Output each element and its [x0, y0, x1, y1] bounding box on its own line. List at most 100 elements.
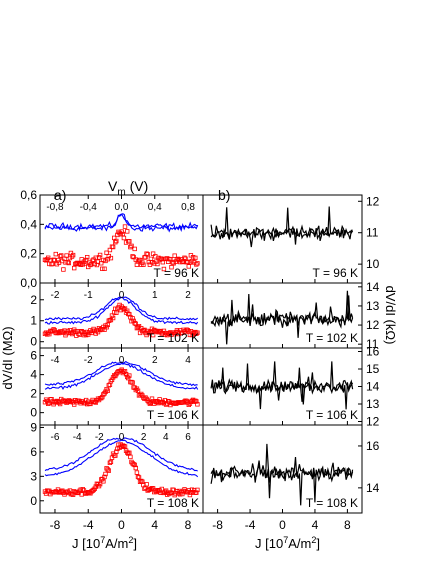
red-marker [127, 312, 132, 317]
black-curve [210, 295, 354, 345]
top-tick-label: -2 [95, 432, 104, 443]
top-tick-label: 6 [185, 432, 191, 443]
red-marker [103, 389, 108, 394]
red-marker [97, 481, 103, 487]
red-marker [145, 252, 150, 257]
panel-a-2: T = 102 K [42, 296, 200, 345]
y-tick-label: 13 [366, 397, 380, 411]
ylabel-right: dV/dI (kΩ) [383, 286, 398, 345]
black-curve [210, 372, 354, 410]
red-marker [195, 402, 200, 407]
red-marker [134, 470, 140, 475]
red-marker [125, 229, 130, 234]
y-tick-label: 15 [366, 362, 380, 376]
y-tick-label: 0,4 [20, 217, 37, 231]
y-tick-label: 11 [366, 337, 379, 351]
red-marker [155, 261, 160, 267]
y-tick-label: 14 [366, 280, 380, 294]
red-marker [180, 491, 185, 497]
top-axis-label: Vm (V) [108, 178, 148, 198]
x-tick-label: 8 [185, 518, 192, 532]
red-marker [114, 310, 119, 315]
red-marker [105, 467, 110, 472]
panel-a-label: a) [54, 187, 66, 203]
blue-curve [44, 296, 199, 325]
x-tick-label: -8 [212, 518, 223, 532]
red-marker [49, 261, 54, 267]
red-marker [104, 324, 109, 330]
red-marker [128, 244, 133, 250]
red-marker [107, 460, 113, 465]
y-tick-label: 10 [366, 257, 380, 271]
red-marker [142, 327, 147, 333]
red-marker [113, 239, 118, 245]
red-marker [102, 266, 107, 271]
red-marker [194, 262, 199, 267]
red-marker [83, 257, 89, 263]
red-marker [144, 251, 149, 256]
y-tick-label: 0 [30, 494, 37, 508]
black-curve [210, 361, 354, 402]
top-tick-label: -4 [51, 355, 60, 366]
top-tick-label: 0 [119, 290, 125, 301]
red-marker [106, 468, 111, 473]
x-tick-label: 4 [151, 518, 158, 532]
red-marker [130, 380, 135, 385]
red-marker [127, 450, 132, 455]
red-marker [147, 401, 153, 406]
top-tick-label: -2 [51, 290, 60, 301]
red-marker [121, 235, 127, 241]
panel-b-label: b) [218, 187, 230, 203]
red-marker [132, 462, 137, 468]
x-tick-label: 8 [344, 518, 351, 532]
top-tick-label: -2 [84, 355, 93, 366]
red-marker [135, 388, 141, 393]
y-tick-label: 0 [30, 406, 37, 420]
red-marker [144, 482, 149, 487]
blue-curve [44, 213, 199, 233]
red-marker [115, 446, 120, 451]
red-marker [105, 388, 110, 393]
red-marker [126, 375, 131, 381]
y-tick-label: 12 [366, 194, 380, 208]
top-tick-label: -0,8 [46, 202, 64, 213]
red-marker [101, 479, 106, 484]
red-marker [193, 255, 198, 261]
red-marker [130, 316, 135, 321]
red-marker [59, 253, 64, 258]
red-marker [47, 331, 52, 337]
y-tick-label: 12 [366, 318, 380, 332]
red-marker [114, 449, 119, 454]
x-tick-label: 0 [279, 518, 286, 532]
red-marker [97, 252, 103, 258]
red-marker [57, 254, 63, 259]
top-tick-label: -6 [51, 432, 60, 443]
red-marker [130, 254, 135, 259]
y-tick-label: 3 [30, 469, 37, 483]
red-marker [57, 401, 63, 407]
red-marker [68, 330, 74, 335]
y-tick-label: 4 [30, 368, 37, 382]
x-tick-label: 0 [118, 518, 125, 532]
red-marker [108, 255, 114, 261]
y-tick-label: 1 [30, 314, 37, 328]
y-tick-label: 0,0 [20, 276, 37, 290]
red-marker [194, 399, 199, 404]
y-tick-label: 6 [30, 445, 37, 459]
red-marker [96, 255, 102, 260]
panel-b-2: T = 102 K [210, 290, 358, 345]
top-tick-label: 4 [185, 355, 191, 366]
top-tick-label: 2 [141, 432, 147, 443]
panel-b-4: T = 108 K [210, 443, 358, 510]
red-marker [108, 459, 114, 464]
y-tick-label: 2 [30, 387, 37, 401]
y-tick-label: 0,6 [20, 188, 37, 202]
y-tick-label: 13 [366, 299, 380, 313]
red-marker [135, 324, 141, 330]
red-marker [68, 399, 74, 405]
red-marker [134, 262, 140, 267]
red-marker [127, 373, 132, 378]
red-marker [121, 443, 127, 449]
red-marker [172, 253, 177, 258]
red-marker [138, 478, 144, 484]
